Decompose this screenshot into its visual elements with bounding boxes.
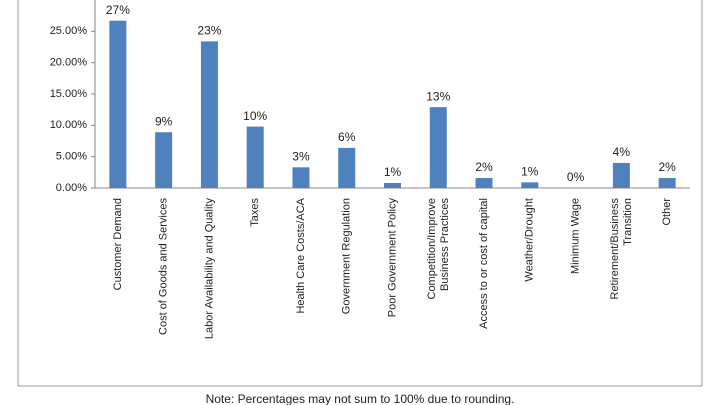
value-label: 10% (243, 109, 267, 123)
value-label: 2% (658, 160, 676, 174)
chart-note: Note: Percentages may not sum to 100% du… (206, 392, 515, 405)
value-label: 2% (475, 160, 493, 174)
x-tick-label: Cost of Goods and Services (158, 198, 170, 335)
x-tick-label: Government Regulation (341, 198, 353, 314)
value-label: 13% (426, 89, 450, 103)
bar (155, 132, 173, 188)
x-tick-label: Other (661, 198, 673, 226)
x-tick-label: Weather/Drought (524, 198, 536, 282)
bar (292, 167, 310, 188)
y-tick-label: 20.00% (50, 57, 88, 69)
x-tick-label: Access to or cost of capital (478, 198, 490, 329)
x-tick-label: Taxes (249, 198, 261, 227)
bar (612, 162, 630, 188)
value-label: 27% (106, 3, 130, 17)
value-label: 0% (567, 170, 585, 184)
bar (246, 126, 264, 188)
x-tick-label: Minimum Wage (569, 198, 581, 274)
x-tick-label: Retirement/BusinessTransition (609, 198, 634, 300)
bar (521, 182, 539, 188)
bar (384, 182, 401, 188)
x-tick-label: Health Care Costs/ACA (295, 197, 307, 313)
bar (658, 177, 676, 188)
value-label: 1% (384, 165, 402, 179)
y-tick-label: 0.00% (56, 182, 87, 194)
x-tick-label: Competition/ImproveBusiness Practices (426, 198, 451, 300)
value-label: 23% (197, 24, 221, 38)
value-label: 6% (338, 130, 356, 144)
value-label: 4% (613, 145, 631, 159)
y-tick-label: 5.00% (56, 151, 87, 163)
bar (475, 177, 493, 188)
value-label: 1% (521, 165, 539, 179)
bar (109, 20, 127, 189)
chart-frame (17, 0, 703, 387)
bar (429, 107, 447, 188)
y-tick-label: 10.00% (50, 119, 88, 131)
bar (200, 41, 218, 188)
y-tick-label: 25.00% (50, 25, 88, 37)
bar (338, 147, 356, 188)
x-tick-label: Labor Availability and Quality (203, 198, 215, 340)
value-label: 3% (292, 149, 310, 163)
x-tick-label: Poor Government Policy (386, 198, 398, 318)
value-label: 9% (155, 114, 173, 128)
x-tick-label: Customer Demand (112, 198, 124, 290)
y-tick-label: 15.00% (50, 88, 88, 100)
